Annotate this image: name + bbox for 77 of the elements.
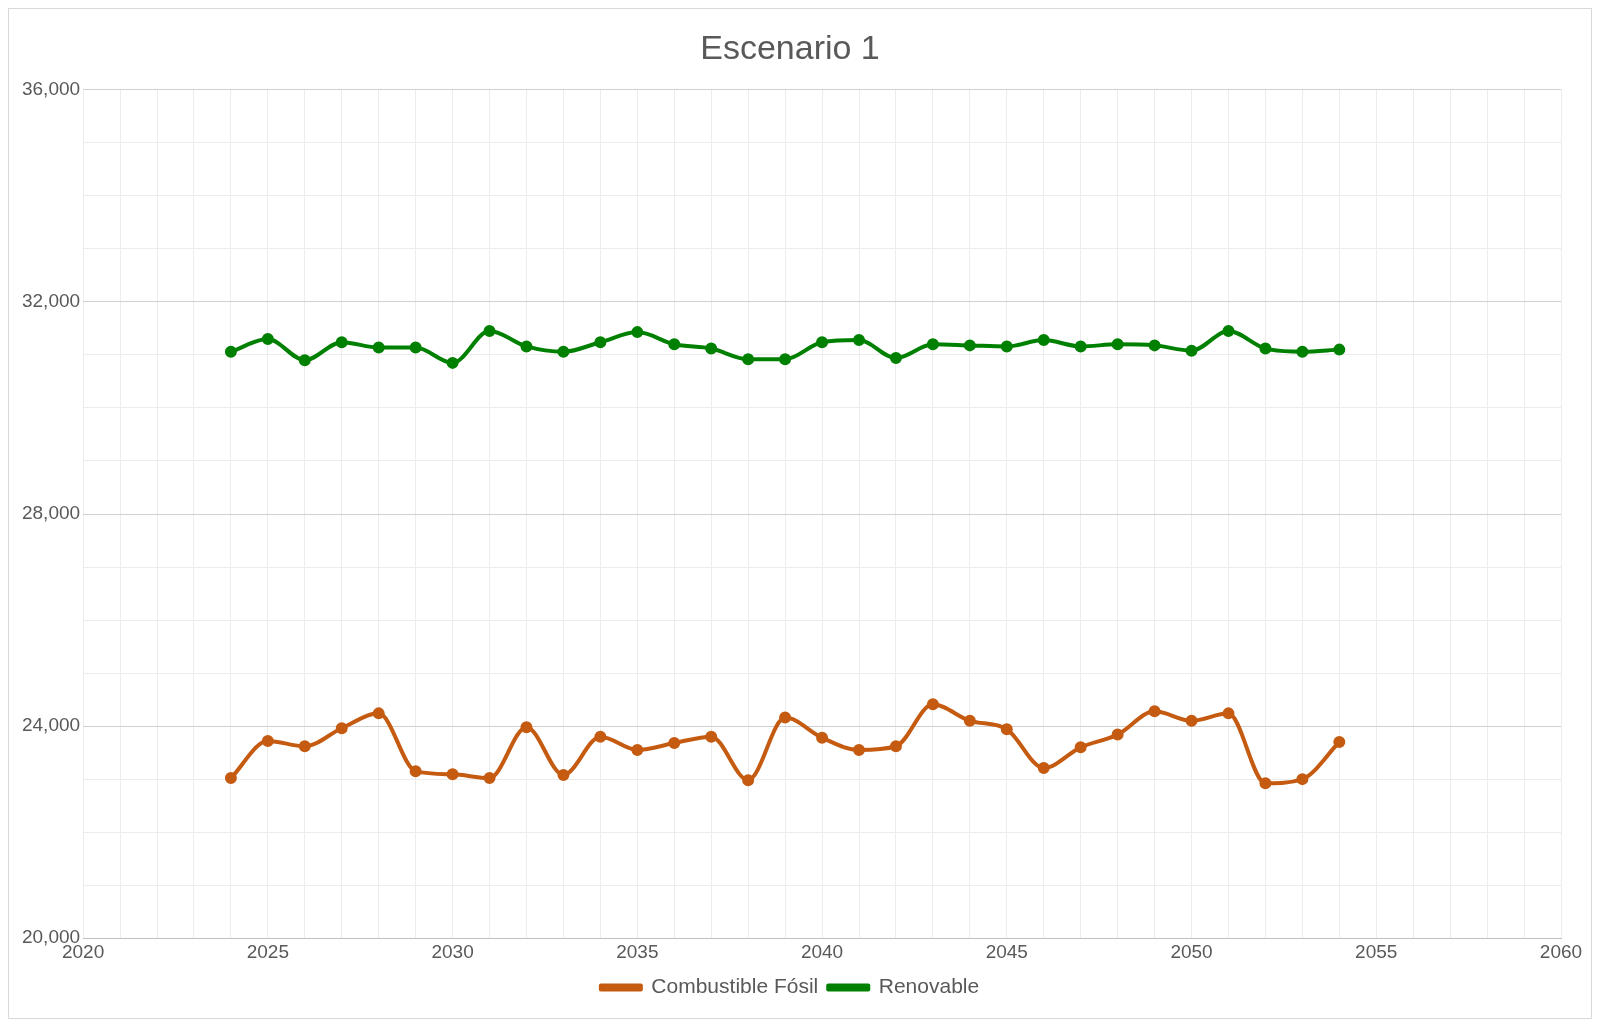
point xyxy=(224,772,237,785)
point xyxy=(1000,340,1013,353)
point xyxy=(1333,736,1346,749)
x-tick-label: 2060 xyxy=(1539,940,1583,962)
x-tick-label: 2055 xyxy=(1355,940,1398,962)
point xyxy=(631,326,644,339)
point xyxy=(372,341,385,354)
y-tick-label: 24,000 xyxy=(21,714,81,736)
chart-title: Escenario 1 xyxy=(700,27,880,66)
point xyxy=(594,336,607,349)
point xyxy=(335,336,348,349)
point xyxy=(1296,345,1309,358)
point xyxy=(631,743,644,756)
point xyxy=(889,740,902,753)
point xyxy=(446,356,459,369)
point xyxy=(1185,714,1198,727)
point xyxy=(1222,707,1235,720)
point xyxy=(261,734,274,747)
point xyxy=(742,774,755,787)
point xyxy=(1296,773,1309,786)
point xyxy=(853,334,865,347)
x-tick-label: 2045 xyxy=(985,940,1028,962)
point xyxy=(483,772,496,785)
point xyxy=(963,339,976,352)
legend-label: Combustible Fósil xyxy=(651,974,819,998)
point xyxy=(705,342,718,355)
point xyxy=(668,338,681,351)
point xyxy=(298,354,311,367)
y-tick-label: 32,000 xyxy=(21,290,81,312)
point xyxy=(483,325,496,338)
point xyxy=(409,765,422,778)
y-tick-label: 28,000 xyxy=(21,502,81,524)
point xyxy=(816,731,829,744)
point xyxy=(1111,338,1124,351)
point xyxy=(1074,741,1087,754)
x-tick-label: 2050 xyxy=(1170,940,1213,962)
point xyxy=(668,737,681,750)
point xyxy=(1333,343,1346,356)
point xyxy=(1111,728,1124,741)
point xyxy=(1037,761,1050,774)
point xyxy=(1148,339,1161,352)
point xyxy=(372,707,385,720)
point xyxy=(1185,344,1198,357)
point xyxy=(1259,777,1272,790)
point xyxy=(298,740,311,753)
point xyxy=(1000,723,1013,736)
point xyxy=(261,333,274,346)
y-tick-label: 36,000 xyxy=(21,78,81,100)
point xyxy=(963,714,976,727)
point xyxy=(1037,334,1050,347)
legend-label: Renovable xyxy=(878,974,980,998)
point xyxy=(889,352,902,365)
point xyxy=(816,336,829,349)
point xyxy=(779,353,792,366)
x-tick-label: 2030 xyxy=(431,940,474,962)
x-tick-label: 2035 xyxy=(616,940,659,962)
point xyxy=(557,345,570,358)
point xyxy=(224,345,237,358)
point xyxy=(520,721,533,734)
x-tick-label: 2025 xyxy=(246,940,289,962)
point xyxy=(926,698,939,711)
point xyxy=(594,730,607,743)
point xyxy=(1222,325,1235,338)
point xyxy=(742,353,755,366)
point xyxy=(926,338,939,351)
point xyxy=(557,768,570,781)
point xyxy=(335,722,348,735)
point xyxy=(1074,340,1087,353)
x-tick-label: 2040 xyxy=(800,940,844,962)
point xyxy=(705,730,718,743)
point xyxy=(853,743,865,756)
point xyxy=(520,340,533,353)
point xyxy=(446,768,459,781)
point xyxy=(1148,705,1161,718)
point xyxy=(1259,342,1272,355)
point xyxy=(409,341,422,354)
point xyxy=(779,711,792,724)
